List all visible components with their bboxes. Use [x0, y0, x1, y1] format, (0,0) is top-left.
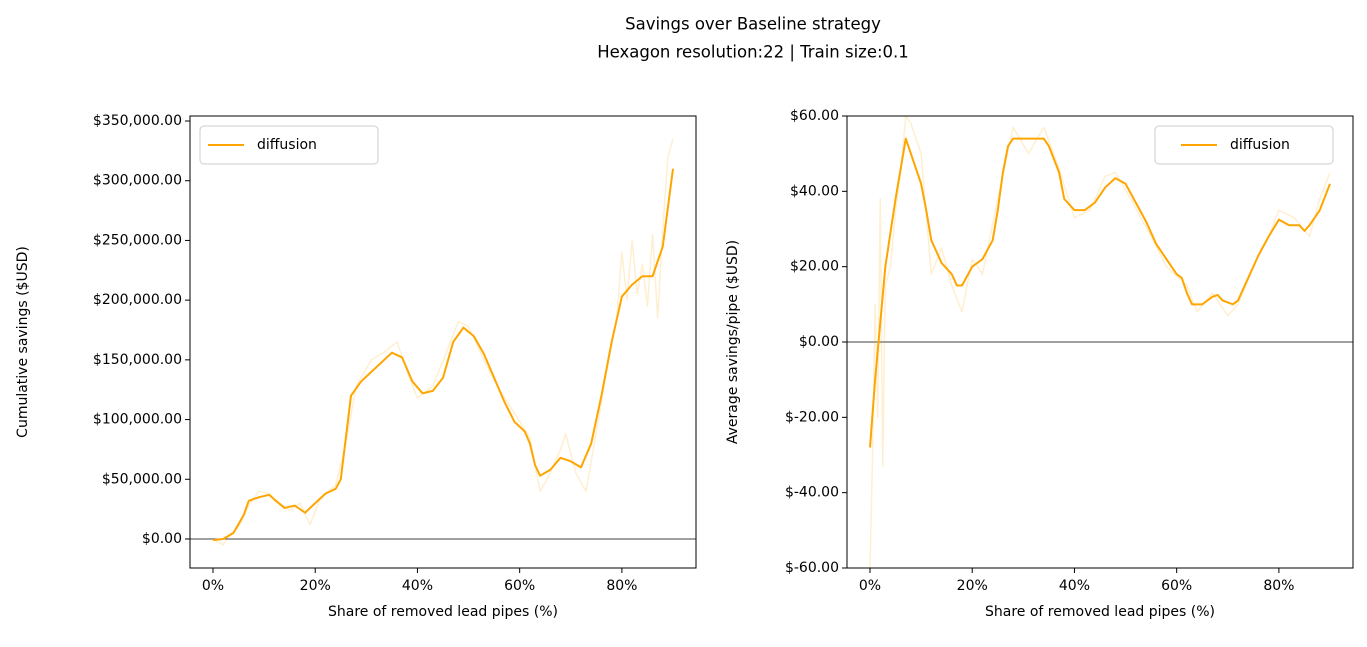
y-tick-label: $60.00 [790, 108, 839, 124]
y-tick-label: $50,000.00 [102, 471, 182, 487]
legend-label: diffusion [257, 137, 317, 153]
x-tick-label: 80% [1263, 578, 1294, 594]
x-tick-label: 80% [606, 578, 637, 594]
y-tick-label: $150,000.00 [93, 352, 182, 368]
figure-subtitle: Hexagon resolution:22 | Train size:0.1 [597, 43, 909, 62]
series-line [869, 137, 1331, 448]
y-tick-label: $250,000.00 [93, 232, 182, 248]
y-tick-label: $40.00 [790, 183, 839, 199]
x-tick-label: 20% [300, 578, 331, 594]
y-tick-label: $0.00 [799, 334, 839, 350]
x-tick-label: 0% [202, 578, 224, 594]
series-line [869, 116, 1331, 568]
axes-frame [846, 115, 1354, 569]
y-axis-label: Average savings/pipe ($USD) [725, 240, 741, 444]
x-tick-label: 60% [1161, 578, 1192, 594]
x-tick-label: 40% [1059, 578, 1090, 594]
y-tick-label: $300,000.00 [93, 173, 182, 189]
series-line [212, 138, 674, 546]
y-tick-label: $-60.00 [785, 560, 839, 576]
legend-label: diffusion [1230, 137, 1290, 153]
x-tick-label: 20% [957, 578, 988, 594]
x-tick-label: 40% [402, 578, 433, 594]
x-tick-label: 60% [504, 578, 535, 594]
y-tick-label: $200,000.00 [93, 292, 182, 308]
y-tick-label: $-40.00 [785, 485, 839, 501]
legend-box [199, 125, 379, 165]
y-tick-label: $-20.00 [785, 409, 839, 425]
y-axis-label: Cumulative savings ($USD) [15, 246, 31, 438]
x-tick-label: 0% [859, 578, 881, 594]
series-line [212, 168, 674, 542]
axes-frame [189, 115, 697, 569]
y-tick-label: $100,000.00 [93, 412, 182, 428]
legend-box [1154, 125, 1334, 165]
x-axis-label: Share of removed lead pipes (%) [328, 604, 558, 620]
y-tick-label: $0.00 [142, 531, 182, 547]
x-axis-label: Share of removed lead pipes (%) [985, 604, 1215, 620]
y-tick-label: $20.00 [790, 259, 839, 275]
plot-area [847, 116, 1353, 568]
figure-title: Savings over Baseline strategy [625, 15, 881, 34]
y-tick-label: $350,000.00 [93, 113, 182, 129]
plot-area [190, 138, 696, 546]
